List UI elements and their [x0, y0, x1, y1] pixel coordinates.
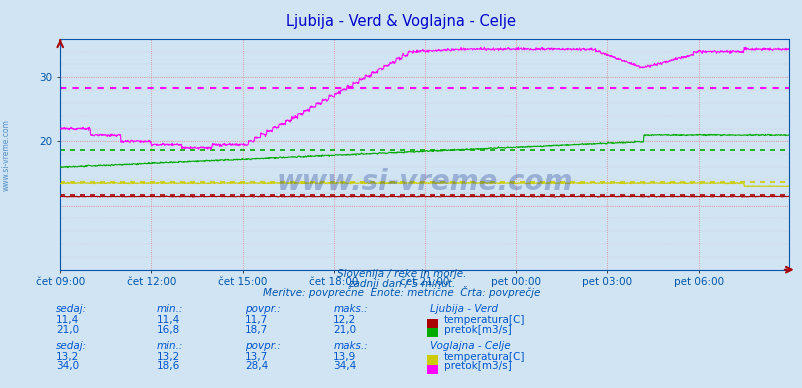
Text: temperatura[C]: temperatura[C]	[444, 352, 525, 362]
Text: 13,9: 13,9	[333, 352, 356, 362]
Text: min.:: min.:	[156, 304, 183, 314]
Text: www.si-vreme.com: www.si-vreme.com	[276, 168, 573, 196]
Text: 34,4: 34,4	[333, 361, 356, 371]
Text: Voglajna - Celje: Voglajna - Celje	[429, 341, 509, 351]
Text: 34,0: 34,0	[56, 361, 79, 371]
Text: zadnji dan / 5 minut.: zadnji dan / 5 minut.	[347, 279, 455, 289]
Text: sedaj:: sedaj:	[56, 341, 87, 351]
Text: min.:: min.:	[156, 341, 183, 351]
Text: 21,0: 21,0	[333, 324, 356, 334]
Text: 13,7: 13,7	[245, 352, 268, 362]
Text: Ljubija - Verd & Voglajna - Celje: Ljubija - Verd & Voglajna - Celje	[286, 14, 516, 29]
Text: 13,2: 13,2	[156, 352, 180, 362]
Text: 18,7: 18,7	[245, 324, 268, 334]
Text: sedaj:: sedaj:	[56, 304, 87, 314]
Text: maks.:: maks.:	[333, 304, 367, 314]
Text: 11,7: 11,7	[245, 315, 268, 325]
Text: 28,4: 28,4	[245, 361, 268, 371]
Text: 16,8: 16,8	[156, 324, 180, 334]
Text: pretok[m3/s]: pretok[m3/s]	[444, 361, 511, 371]
Text: 13,2: 13,2	[56, 352, 79, 362]
Text: temperatura[C]: temperatura[C]	[444, 315, 525, 325]
Text: 11,4: 11,4	[56, 315, 79, 325]
Text: 21,0: 21,0	[56, 324, 79, 334]
Text: povpr.:: povpr.:	[245, 341, 281, 351]
Text: 12,2: 12,2	[333, 315, 356, 325]
Text: Ljubija - Verd: Ljubija - Verd	[429, 304, 497, 314]
Text: 18,6: 18,6	[156, 361, 180, 371]
Text: Meritve: povprečne  Enote: metrične  Črta: povprečje: Meritve: povprečne Enote: metrične Črta:…	[262, 286, 540, 298]
Text: www.si-vreme.com: www.si-vreme.com	[2, 119, 11, 191]
Text: 11,4: 11,4	[156, 315, 180, 325]
Text: Slovenija / reke in morje.: Slovenija / reke in morje.	[336, 269, 466, 279]
Text: pretok[m3/s]: pretok[m3/s]	[444, 324, 511, 334]
Text: povpr.:: povpr.:	[245, 304, 281, 314]
Text: maks.:: maks.:	[333, 341, 367, 351]
